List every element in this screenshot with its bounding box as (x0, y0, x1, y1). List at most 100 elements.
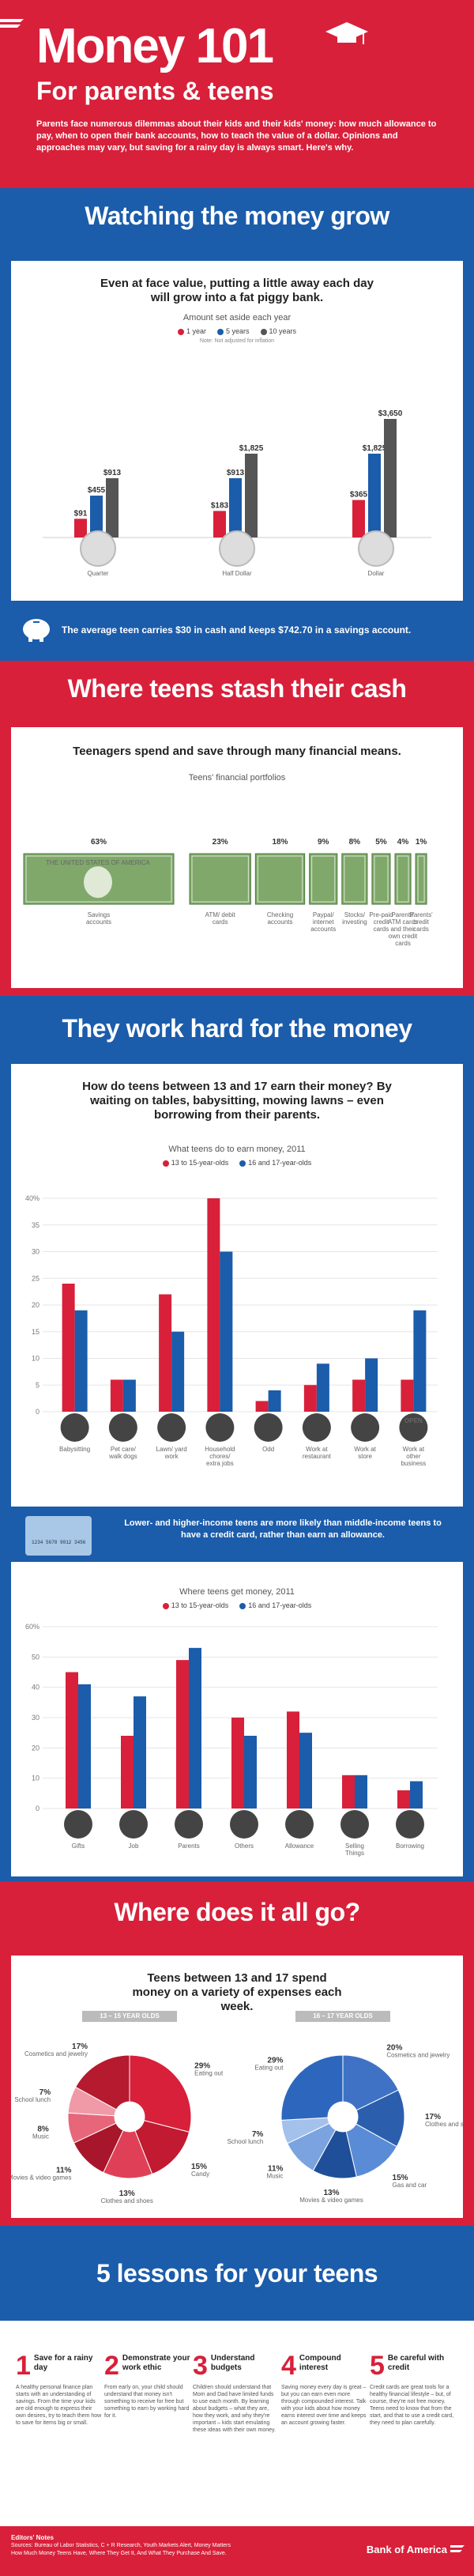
bar (342, 1775, 355, 1808)
activity-icon (340, 1810, 369, 1839)
callout-text: Lower- and higher-income teens are more … (124, 1518, 442, 1540)
bar-label: $1,825 (239, 444, 264, 453)
lesson-item: 1 Save for a rainy day A healthy persona… (16, 2352, 103, 2427)
bar (316, 1363, 329, 1412)
money-grow-panel: Even at face value, putting a little awa… (11, 261, 463, 601)
category-label: business (401, 1460, 427, 1467)
bar (229, 477, 242, 537)
category-label: Parents' (391, 911, 415, 918)
lesson-body: Saving money every day is great – but yo… (281, 2385, 367, 2426)
money-bill (254, 853, 306, 905)
tick-label: 0 (36, 1408, 40, 1416)
tick-label: 5 (36, 1381, 40, 1389)
footer: Editors' Notes Sources: Bureau of Labor … (0, 2526, 474, 2576)
category-label: Quarter (87, 570, 108, 577)
category-label: Allowance (285, 1842, 314, 1850)
chart-title: Where teens get money, 2011 (179, 1587, 295, 1597)
bar (384, 419, 397, 537)
lesson-number: 2 (104, 2351, 119, 2381)
activity-icon (399, 1413, 428, 1442)
chart-title: Teens' financial portfolios (188, 773, 286, 783)
legend-item: 10 years (260, 327, 296, 335)
category-label: Work at (354, 1446, 376, 1453)
pie-slice (341, 2089, 405, 2148)
lesson-title: Compound interest (299, 2354, 341, 2372)
source-panel: Where teens get money, 2011 13 to 15-yea… (11, 1562, 463, 1876)
bar (159, 1294, 172, 1412)
section-heading: Watching the money grow (85, 201, 389, 230)
lesson-title: Demonstrate your work ethic (122, 2354, 190, 2372)
legend-item: 5 years (216, 327, 250, 335)
bar (245, 453, 258, 537)
lesson-item: 5 Be careful with credit Credit cards ar… (370, 2352, 457, 2427)
section-heading: Where teens stash their cash (67, 673, 407, 703)
legend-item: 16 and 17-year-olds (239, 1601, 311, 1609)
activity-icon (230, 1810, 258, 1839)
category-label: accounts (267, 918, 292, 926)
tick-label: 10 (32, 1355, 40, 1363)
activity-icon (157, 1413, 186, 1442)
chart-legend: 13 to 15-year-olds 16 and 17-year-olds (11, 1601, 463, 1609)
bar (78, 1684, 91, 1808)
coin-icon (358, 530, 394, 567)
percent-label: 18% (273, 838, 288, 847)
notes-line: How Much Money Teens Have, Where They Ge… (11, 2551, 227, 2556)
slice-percent: 20% (386, 2043, 402, 2052)
bar (213, 511, 226, 537)
pie-slice (74, 2054, 130, 2118)
activity-icon (351, 1413, 380, 1442)
slice-percent: 29% (267, 2056, 283, 2065)
percent-label: 23% (213, 838, 228, 847)
category-label: cards (374, 926, 389, 933)
section-lessons: 5 lessons for your teens (0, 2226, 474, 2321)
page-title: Money 101 (36, 19, 274, 74)
notes-title: Editors' Notes (11, 2534, 54, 2541)
lesson-item: 2 Demonstrate your work ethic From early… (104, 2352, 191, 2419)
notes-line: Sources: Bureau of Labor Statistics, C +… (11, 2543, 231, 2548)
chart-note: Note: Not adjusted for inflation (199, 338, 275, 344)
bar (255, 1401, 269, 1412)
bank-logo-icon (450, 2544, 466, 2559)
category-label: investing (342, 918, 367, 926)
category-label: work (164, 1453, 179, 1460)
category-label: ATM/ debit (205, 911, 236, 918)
spending-panel: Teens between 13 and 17 spend money on a… (11, 1956, 463, 2218)
pie-slice (280, 2054, 344, 2121)
bar (268, 1390, 281, 1412)
lessons-list: 1 Save for a rainy day A healthy persona… (16, 2352, 458, 2518)
bar-label: $365 (350, 491, 368, 500)
money-bill (309, 853, 338, 905)
lesson-item: 4 Compound interest Saving money every d… (281, 2352, 368, 2427)
bar (287, 1711, 299, 1808)
bar (401, 1379, 414, 1412)
percent-label: 9% (318, 838, 329, 847)
section-heading: Where does it all go? (114, 1897, 360, 1926)
open-sign: OPEN (404, 1417, 423, 1424)
work-panel: How do teens between 13 and 17 earn thei… (11, 1064, 463, 1507)
tick-label: 50 (32, 1653, 40, 1661)
bar-label: $913 (103, 469, 122, 477)
bill-border (374, 855, 389, 903)
legend-item: 16 and 17-year-olds (239, 1159, 311, 1167)
bank-logo-icon (0, 16, 27, 33)
page-subtitle: For parents & teens (36, 77, 274, 105)
bar-label: $183 (211, 501, 229, 510)
tick-label: 30 (32, 1714, 40, 1722)
bar (74, 519, 87, 537)
piggy-bank-icon (21, 615, 52, 647)
slice-percent: 15% (191, 2163, 207, 2171)
category-label: Pre-paid (369, 911, 393, 918)
bill-border (25, 855, 172, 903)
pie-slice (342, 2054, 399, 2118)
slice-percent: 17% (425, 2113, 441, 2122)
slice-label: School lunch (14, 2096, 51, 2103)
pie-slice (342, 2116, 397, 2178)
category-label: Paypal/ (313, 911, 334, 918)
panel-title: How do teens between 13 and 17 earn thei… (82, 1080, 392, 1122)
bar (352, 1379, 366, 1412)
slice-percent: 7% (252, 2130, 264, 2139)
tick-label: 25 (32, 1274, 40, 1282)
lesson-item: 3 Understand budgets Children should und… (193, 2352, 280, 2434)
lesson-body: Children should understand that Mom and … (193, 2385, 276, 2433)
